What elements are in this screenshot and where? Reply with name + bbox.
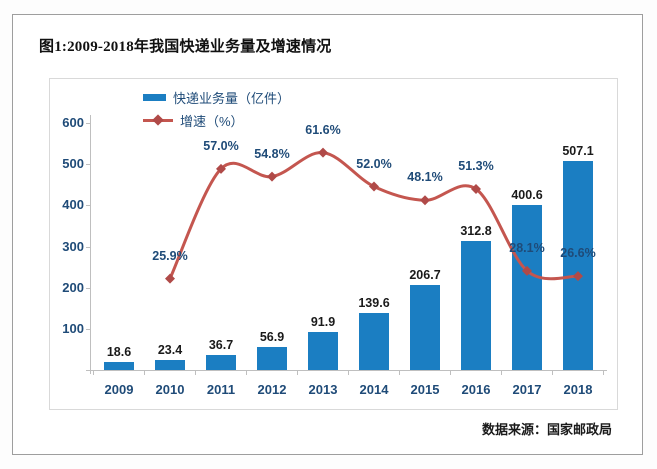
growth-value-2014: 52.0% — [356, 156, 392, 171]
bar-2017 — [512, 205, 542, 370]
x-axis-label-2017: 2017 — [512, 382, 542, 397]
bar-value-2018: 507.1 — [562, 144, 594, 159]
diamond-marker-icon — [152, 114, 164, 126]
bar-2015 — [410, 284, 440, 370]
bar-2012 — [257, 346, 287, 370]
y-axis-tick — [86, 287, 90, 289]
x-axis-label-2016: 2016 — [461, 382, 491, 397]
y-axis-tick — [86, 123, 90, 124]
bar-2011 — [206, 354, 236, 370]
legend-item-growth: 增速（%） — [143, 109, 290, 132]
y-axis-tick — [86, 164, 90, 166]
growth-value-2011: 57.0% — [203, 138, 239, 153]
x-axis-tick — [144, 371, 145, 375]
bar-value-2012: 56.9 — [259, 329, 285, 344]
y-axis-label: 100 — [62, 320, 84, 336]
x-axis-label-2010: 2010 — [155, 382, 185, 397]
bar-2014 — [359, 312, 389, 370]
growth-value-2018: 26.6% — [560, 246, 596, 261]
y-axis-label: 600 — [62, 115, 84, 130]
bar-value-2016: 312.8 — [460, 224, 492, 239]
x-axis-label-2011: 2011 — [206, 382, 236, 397]
legend-label-volume: 快递业务量（亿件） — [173, 91, 291, 106]
y-axis-label: 500 — [62, 156, 84, 172]
y-axis-label: 200 — [62, 279, 84, 295]
bar-2010 — [155, 360, 185, 370]
growth-marker-2010 — [165, 273, 175, 284]
x-axis-label-2014: 2014 — [359, 382, 389, 397]
y-axis-tick — [86, 328, 90, 330]
growth-marker-2012 — [267, 171, 277, 182]
chart-area: 快递业务量（亿件） 增速（%） 100 200 300 400 500 600 2009 20… — [49, 78, 618, 410]
growth-marker-2013 — [318, 147, 328, 158]
x-axis-tick — [246, 371, 247, 375]
legend: 快递业务量（亿件） 增速（%） — [143, 86, 290, 132]
line-swatch-icon — [143, 114, 173, 126]
x-axis-tick — [552, 371, 553, 375]
figure-panel: 图1:2009-2018年我国快递业务量及增速情况 快递业务量（亿件） 增速（%… — [12, 14, 643, 455]
growth-marker-2014 — [369, 181, 379, 192]
x-axis-tick — [297, 371, 298, 375]
growth-marker-2016 — [471, 183, 481, 194]
growth-marker-2011 — [216, 163, 226, 174]
y-axis-label: 400 — [62, 197, 84, 213]
growth-value-2012: 54.8% — [254, 146, 290, 161]
x-axis-tick — [93, 371, 94, 375]
legend-label-growth: 增速（%） — [180, 114, 244, 129]
growth-value-2013: 61.6% — [305, 122, 341, 137]
bar-value-2009: 18.6 — [106, 345, 132, 360]
y-axis-label: 300 — [62, 238, 84, 254]
bar-value-2015: 206.7 — [409, 267, 441, 282]
x-axis-label-2009: 2009 — [104, 382, 134, 397]
x-axis-label-2013: 2013 — [308, 382, 338, 397]
growth-value-2010: 25.9% — [152, 248, 188, 263]
bar-value-2013: 91.9 — [310, 315, 336, 330]
x-axis-tick — [603, 371, 604, 375]
bar-2016 — [461, 241, 491, 370]
bar-2013 — [308, 332, 338, 370]
growth-value-2016: 51.3% — [458, 158, 494, 173]
y-axis-line — [90, 115, 91, 374]
figure-title: 图1:2009-2018年我国快递业务量及增速情况 — [39, 39, 332, 55]
bar-value-2014: 139.6 — [358, 295, 390, 310]
x-axis-tick — [450, 371, 451, 375]
x-axis-label-2015: 2015 — [410, 382, 440, 397]
x-axis-tick — [195, 371, 196, 375]
x-axis-label-2012: 2012 — [257, 382, 287, 397]
x-axis-tick — [348, 371, 349, 375]
x-axis-tick — [399, 371, 400, 375]
bar-value-2017: 400.6 — [511, 188, 543, 203]
bar-swatch-icon — [143, 94, 166, 101]
bar-value-2011: 36.7 — [208, 337, 234, 352]
bar-2018 — [563, 161, 593, 370]
data-source: 数据来源：国家邮政局 — [481, 422, 612, 437]
x-axis-line — [86, 370, 607, 371]
x-axis-tick — [501, 371, 502, 375]
bar-2009 — [104, 362, 134, 370]
x-axis-label-2018: 2018 — [563, 382, 593, 397]
legend-item-volume: 快递业务量（亿件） — [143, 86, 290, 109]
bar-value-2010: 23.4 — [157, 343, 183, 358]
y-axis-tick — [86, 246, 90, 248]
y-axis-tick — [86, 205, 90, 207]
growth-marker-2015 — [420, 195, 430, 206]
